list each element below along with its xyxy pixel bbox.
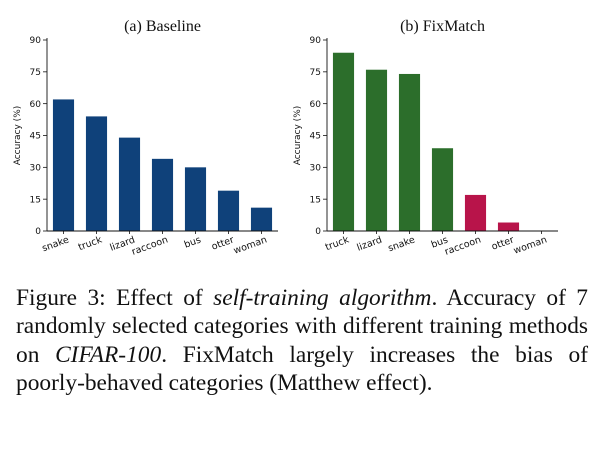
chart-2-x-tick-label: lizard: [355, 234, 383, 253]
chart-2-bar-bus: [431, 148, 454, 231]
chart-1-y-tick-label: 45: [30, 132, 41, 142]
chart-2-x-tick-label: woman: [512, 234, 548, 256]
caption-prefix: Figure 3: Effect of: [16, 285, 214, 311]
chart-2-y-tick-label: 60: [310, 100, 322, 110]
chart-1-bar-snake: [52, 99, 75, 231]
chart-2-title: (b) FixMatch: [400, 18, 485, 35]
chart-2-x-tick-label: truck: [324, 234, 351, 253]
chart-1-y-tick-label: 30: [30, 164, 42, 174]
chart-2-bar-lizard: [365, 69, 388, 231]
chart-1-y-axis-label: Accuracy (%): [13, 106, 23, 166]
chart-2-x-tick-label: bus: [430, 234, 450, 250]
chart-1-title: (a) Baseline: [124, 18, 201, 35]
chart-1-x-tick-label: truck: [77, 234, 104, 253]
chart-1-bar-woman: [250, 207, 273, 231]
chart-1-bar-bus: [184, 167, 207, 231]
chart-1-x-tick-label: otter: [210, 234, 235, 252]
chart-2-x-tick-label: otter: [490, 234, 515, 252]
chart-1-y-tick-label: 0: [35, 227, 41, 237]
chart-1-x-tick-label: woman: [232, 234, 268, 256]
chart-2-bar-otter: [497, 222, 520, 231]
chart-1-y-tick-label: 60: [30, 100, 42, 110]
caption-emphasis-method: self-training algorithm: [213, 285, 432, 311]
chart-2-y-tick-label: 0: [315, 227, 321, 237]
caption-emphasis-dataset: CIFAR-100: [55, 341, 162, 368]
caption-suffix: . FixMatch largely increases the bias of…: [16, 341, 588, 396]
chart-2-bar-snake: [398, 73, 421, 231]
chart-1-x-tick-label: raccoon: [130, 234, 169, 257]
chart-1-bar-lizard: [118, 137, 141, 231]
figure-caption: Figure 3: Effect of self-training algori…: [16, 284, 588, 397]
chart-2-y-tick-label: 15: [310, 195, 321, 205]
chart-1-y-tick-label: 15: [30, 195, 41, 205]
chart-1-bar-raccoon: [151, 158, 174, 231]
chart-2-x-tick-label: raccoon: [443, 234, 482, 257]
chart-1-y-tick-label: 90: [30, 36, 42, 46]
chart-2-y-tick-label: 30: [310, 164, 322, 174]
chart-2-y-tick-label: 75: [310, 68, 321, 78]
chart-2-y-axis-label: Accuracy (%): [293, 106, 303, 166]
chart-1-bar-truck: [85, 116, 108, 231]
figure-charts: (a) Baseline Accuracy (%) 0 15 30 45 60 75 90 sna…: [13, 18, 558, 258]
chart-1-x-tick-label: bus: [183, 234, 203, 250]
chart-2-bar-truck: [332, 52, 355, 231]
chart-1-x-tick-label: snake: [41, 234, 71, 254]
chart-2-y-tick-label: 45: [310, 132, 321, 142]
chart-1-y-tick-label: 75: [30, 68, 41, 78]
caption-middle: . Accuracy of 7 randomly selected catego…: [16, 285, 588, 368]
chart-2-x-tick-label: snake: [387, 234, 417, 254]
chart-1-bar-otter: [217, 190, 240, 231]
chart-2-y-tick-label: 90: [310, 36, 322, 46]
chart-2-bar-raccoon: [464, 194, 487, 231]
